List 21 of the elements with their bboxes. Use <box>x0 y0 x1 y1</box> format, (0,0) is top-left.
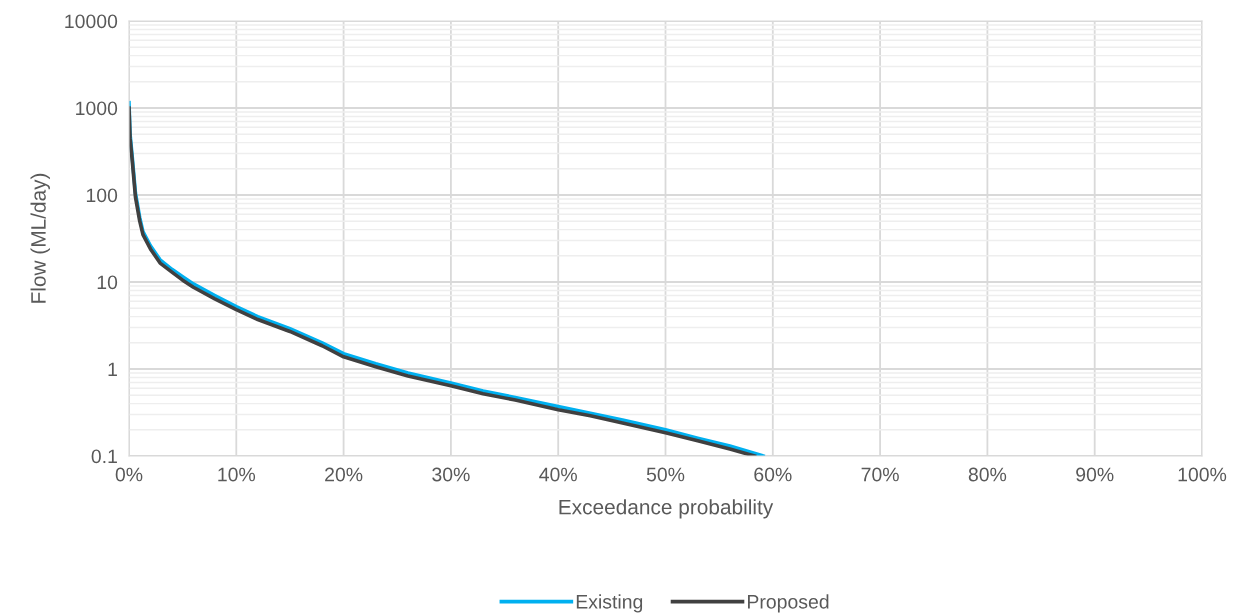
legend-label: Existing <box>576 594 643 613</box>
x-tick-label: 50% <box>646 467 685 482</box>
x-tick-label: 70% <box>861 467 899 482</box>
legend-label: Proposed <box>747 594 829 613</box>
x-tick-label: 80% <box>968 467 1007 482</box>
y-tick-label: 1000 <box>76 101 118 116</box>
x-tick-label: 40% <box>539 467 577 482</box>
y-tick-label: 10 <box>97 275 118 290</box>
y-tick-label: 1 <box>108 362 117 377</box>
x-tick-label: 90% <box>1076 467 1114 482</box>
y-tick-label: 100 <box>86 188 118 203</box>
x-tick-label: 20% <box>325 467 363 482</box>
x-axis-title: Exceedance probability <box>559 499 774 519</box>
x-tick-label: 0% <box>115 467 143 482</box>
y-tick-label: 0.1 <box>91 449 117 464</box>
x-tick-label: 100% <box>1178 467 1227 482</box>
y-tick-label: 10000 <box>65 14 118 29</box>
x-tick-label: 60% <box>754 467 792 482</box>
y-axis-title: Flow (ML/day) <box>30 173 50 303</box>
x-tick-label: 10% <box>218 467 256 482</box>
x-tick-label: 30% <box>432 467 470 482</box>
